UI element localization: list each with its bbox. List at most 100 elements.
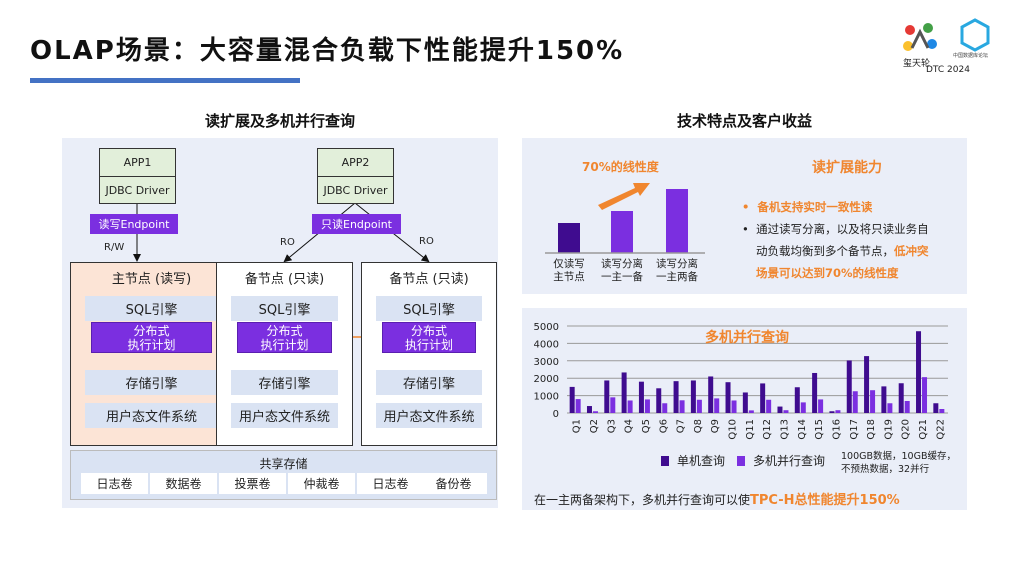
bar-Q10-single xyxy=(725,382,731,413)
sql-engine: SQL引擎 xyxy=(85,296,218,321)
bar-Q19-single xyxy=(881,386,887,413)
dtc-logo-icon xyxy=(960,18,990,52)
bar-Q15-parallel xyxy=(818,399,824,413)
bar-Q16-parallel xyxy=(835,410,841,413)
y-tick-label: 3000 xyxy=(534,357,559,368)
bar-Q21-parallel xyxy=(922,377,928,413)
bar-Q2-single xyxy=(586,406,592,413)
x-tick-label: Q14 xyxy=(797,419,808,440)
feature-list: • 备机支持实时一致性读 • 通过读写分离，以及将只读业务自 动负载均衡到多个备… xyxy=(742,200,929,280)
rw-link-label: R/W xyxy=(104,242,125,253)
trend-arrow-icon xyxy=(598,183,650,210)
bar-Q12-parallel xyxy=(766,399,772,413)
standby-node-2: 备节点 (只读) SQL引擎 分布式 执行计划 存储引擎 用户态文件系统 xyxy=(361,262,497,446)
bar-Q18-parallel xyxy=(870,390,876,413)
bar-Q7-parallel xyxy=(679,400,685,413)
legend-swatch xyxy=(661,455,669,466)
bar-Q5-single xyxy=(638,381,644,413)
x-tick-label: Q19 xyxy=(883,419,894,440)
bar-Q4-parallel xyxy=(627,400,633,413)
bar-Q22-single xyxy=(933,403,939,413)
bar-Q14-parallel xyxy=(800,402,806,413)
y-tick-label: 2000 xyxy=(534,374,559,385)
footer-statement: 在一主两备架构下，多机并行查询可以使TPC-H总性能提升150% xyxy=(534,493,900,508)
y-tick-label: 5000 xyxy=(534,322,559,333)
bar-Q13-parallel xyxy=(783,410,789,413)
linearity-bar-chart xyxy=(545,183,705,254)
bar-Q7-single xyxy=(673,381,679,413)
bar-Q13-single xyxy=(777,406,783,413)
ro-link-label: RO xyxy=(419,236,434,247)
x-tick-label: Q9 xyxy=(710,419,721,433)
ro-endpoint: 只读Endpoint xyxy=(312,214,401,234)
bar-Q2-parallel xyxy=(592,411,598,413)
bar-Q8-single xyxy=(690,380,696,413)
right-section-title: 技术特点及客户收益 xyxy=(676,112,812,130)
bar-Q8-parallel xyxy=(696,399,702,413)
distributed-plan: 分布式 执行计划 xyxy=(91,322,212,353)
title-underline xyxy=(30,78,300,83)
bar-Q18-single xyxy=(864,356,870,413)
bar-Q5-parallel xyxy=(644,399,650,413)
x-tick-label: Q3 xyxy=(606,419,617,433)
bar-Q1-parallel xyxy=(575,399,581,413)
x-tick-label: Q5 xyxy=(641,419,652,433)
volume: 投票卷 xyxy=(219,473,286,494)
chart-title: 多机并行查询 xyxy=(705,330,789,346)
bar-Q1-single xyxy=(569,386,575,413)
bar-Q4-single xyxy=(621,372,627,413)
bar-Q12-single xyxy=(760,383,766,413)
bar-Q15-single xyxy=(812,372,818,413)
left-section-title: 读扩展及多机并行查询 xyxy=(204,112,355,130)
volume: 仲裁卷 xyxy=(288,473,355,494)
bar-Q10-parallel xyxy=(731,400,737,413)
bar-Q11-single xyxy=(742,392,748,413)
x-tick-label: Q6 xyxy=(658,419,669,433)
primary-node: 主节点 (读写) SQL引擎 分布式 执行计划 存储引擎 用户态文件系统 xyxy=(70,262,233,446)
bar-Q14-single xyxy=(794,387,800,413)
x-tick-label: Q12 xyxy=(762,419,773,440)
bar-Q16-single xyxy=(829,411,835,413)
bar-Q6-single xyxy=(656,388,662,413)
y-tick-label: 4000 xyxy=(534,339,559,350)
y-tick-label: 0 xyxy=(553,409,559,420)
x-tick-label: Q18 xyxy=(866,419,877,440)
bar-Q11-parallel xyxy=(748,410,754,413)
bar-Q19-parallel xyxy=(887,403,893,413)
bar-Q17-parallel xyxy=(852,391,858,413)
app1-box: APP1 JDBC Driver xyxy=(99,148,176,204)
x-tick-label: Q15 xyxy=(814,419,825,440)
bar-Q20-single xyxy=(898,383,904,413)
x-tick-label: Q2 xyxy=(589,419,600,433)
rw-endpoint: 读写Endpoint xyxy=(90,214,178,234)
chart-legend: 单机查询 多机并行查询 xyxy=(661,452,825,469)
app2-box: APP2 JDBC Driver xyxy=(317,148,394,204)
ro-link-label: RO xyxy=(280,237,295,248)
bar-Q21-single xyxy=(916,331,922,413)
x-tick-label: Q20 xyxy=(901,419,912,440)
x-tick-label: Q21 xyxy=(918,419,929,440)
read-scale-title: 读扩展能力 xyxy=(812,160,882,176)
test-note: 100GB数据，10GB缓存， 不预热数据，32并行 xyxy=(841,451,956,475)
volume: 日志卷 xyxy=(357,473,424,494)
bar-Q20-parallel xyxy=(904,400,910,413)
x-tick-label: Q10 xyxy=(728,419,739,440)
volume: 数据卷 xyxy=(150,473,217,494)
y-tick-label: 1000 xyxy=(534,392,559,403)
x-tick-label: Q13 xyxy=(779,419,790,440)
storage-engine: 存储引擎 xyxy=(85,370,218,395)
x-tick-label: Q16 xyxy=(831,419,842,440)
x-tick-label: Q17 xyxy=(849,419,860,440)
page-title: OLAP场景：大容量混合负载下性能提升150% xyxy=(30,36,625,66)
standby-node-1: 备节点 (只读) SQL引擎 分布式 执行计划 存储引擎 用户态文件系统 xyxy=(216,262,353,446)
x-tick-label: Q4 xyxy=(624,419,635,433)
user-fs: 用户态文件系统 xyxy=(85,403,218,428)
bar-Q17-single xyxy=(846,360,852,413)
x-tick-label: Q1 xyxy=(572,419,583,433)
x-tick-label: Q22 xyxy=(935,419,946,440)
bar-Q3-single xyxy=(604,380,610,413)
volume: 日志卷 xyxy=(81,473,148,494)
logo-icon xyxy=(903,23,937,51)
bar-Q22-parallel xyxy=(939,408,945,413)
read-scale-panel xyxy=(522,138,967,294)
